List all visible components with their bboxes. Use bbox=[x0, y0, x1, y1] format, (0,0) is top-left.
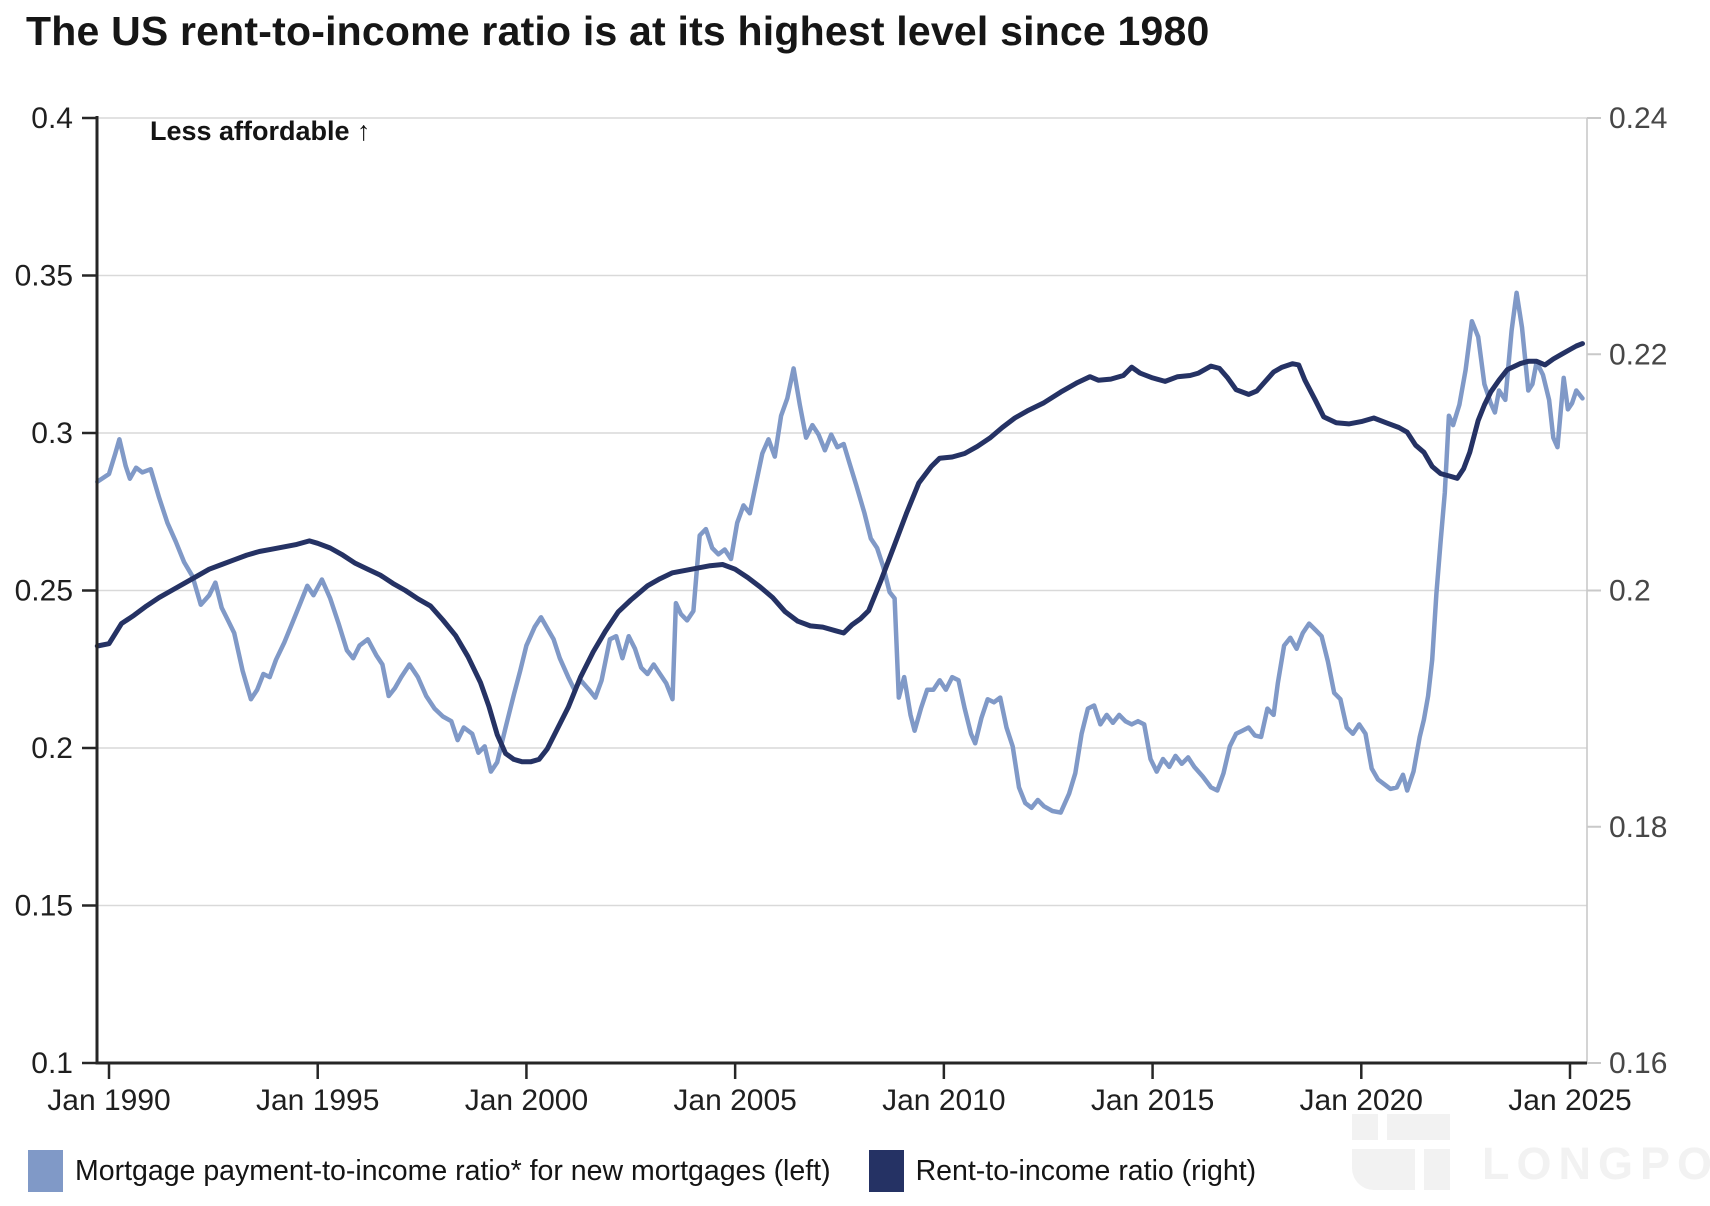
right-axis-tick-label: 0.16 bbox=[1609, 1047, 1667, 1080]
watermark-text: LONGPORT bbox=[1482, 1138, 1710, 1189]
rent-series-swatch-icon bbox=[868, 1150, 904, 1192]
x-axis-tick-label: Jan 2020 bbox=[1300, 1084, 1423, 1117]
longport-logo-icon bbox=[1352, 1114, 1450, 1190]
mortgage-ratio-line bbox=[95, 290, 1585, 815]
left-axis-tick-label: 0.25 bbox=[15, 575, 73, 608]
page-title: The US rent-to-income ratio is at its hi… bbox=[26, 8, 1210, 54]
left-axis-tick-label: 0.4 bbox=[31, 102, 73, 135]
mortgage-series-swatch-icon bbox=[28, 1150, 63, 1192]
chart-legend: Mortgage payment-to-income ratio* for ne… bbox=[28, 1147, 1256, 1195]
left-axis-tick-label: 0.35 bbox=[15, 260, 73, 293]
right-axis-tick-label: 0.18 bbox=[1609, 811, 1667, 844]
legend-label-mortgage: Mortgage payment-to-income ratio* for ne… bbox=[75, 1154, 831, 1187]
left-axis-tick-label: 0.1 bbox=[31, 1047, 73, 1080]
legend-label-rent: Rent-to-income ratio (right) bbox=[915, 1154, 1257, 1187]
rent-ratio-line bbox=[94, 341, 1585, 765]
x-axis-tick-label: Jan 2015 bbox=[1091, 1084, 1214, 1117]
longport-watermark: LONGPORT bbox=[1352, 1114, 1710, 1200]
x-axis-tick-label: Jan 2000 bbox=[465, 1084, 588, 1117]
right-axis-tick-label: 0.24 bbox=[1609, 102, 1667, 135]
x-axis-tick-label: Jan 1990 bbox=[47, 1084, 170, 1117]
x-axis-tick-label: Jan 2005 bbox=[673, 1084, 796, 1117]
right-axis-tick-label: 0.22 bbox=[1609, 338, 1667, 371]
left-axis-tick-label: 0.2 bbox=[31, 732, 73, 765]
x-axis-tick-label: Jan 2025 bbox=[1508, 1084, 1631, 1117]
left-axis-tick-label: 0.15 bbox=[15, 890, 73, 923]
x-axis-tick-label: Jan 2010 bbox=[882, 1084, 1005, 1117]
x-axis-tick-label: Jan 1995 bbox=[256, 1084, 379, 1117]
right-axis-tick-label: 0.2 bbox=[1609, 575, 1651, 608]
legend-item-mortgage: Mortgage payment-to-income ratio* for ne… bbox=[28, 1150, 831, 1192]
legend-item-rent: Rent-to-income ratio (right) bbox=[868, 1150, 1257, 1192]
left-axis-tick-label: 0.3 bbox=[31, 417, 73, 450]
less-affordable-annotation: Less affordable ↑ bbox=[150, 116, 371, 146]
